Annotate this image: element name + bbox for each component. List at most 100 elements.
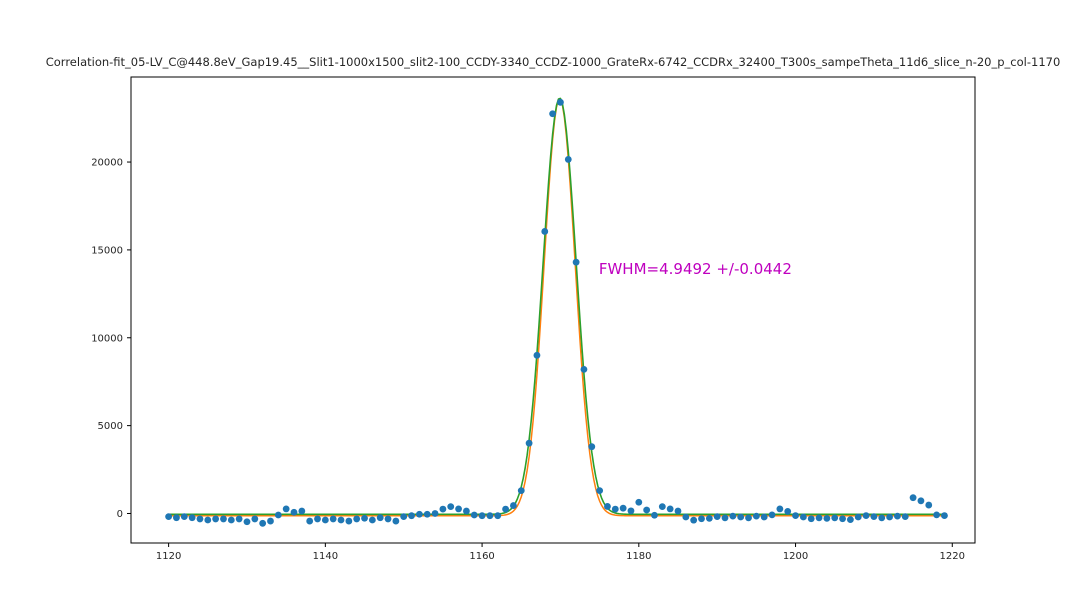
- data-point: [282, 505, 290, 513]
- chart-title: Correlation-fit_05-LV_C@448.8eV_Gap19.45…: [45, 55, 1061, 69]
- data-point: [243, 518, 251, 526]
- data-point: [227, 516, 235, 524]
- data-point: [760, 513, 768, 521]
- data-point: [745, 514, 752, 522]
- data-point: [729, 512, 737, 520]
- data-point: [690, 516, 698, 524]
- data-point: [196, 515, 204, 523]
- data-point: [854, 513, 862, 521]
- data-point: [862, 512, 870, 519]
- data-point: [165, 513, 173, 521]
- data-point: [510, 502, 517, 509]
- data-point: [784, 507, 792, 515]
- data-point: [525, 439, 533, 447]
- data-point: [384, 515, 392, 523]
- data-point: [220, 515, 227, 523]
- y-tick-label: 5000: [98, 421, 123, 432]
- data-point: [400, 513, 408, 521]
- x-tick-label: 1200: [783, 551, 808, 562]
- y-tick-label: 15000: [91, 245, 123, 256]
- data-point: [455, 505, 462, 513]
- data-point: [533, 351, 541, 359]
- data-point: [321, 516, 329, 524]
- axes-spines: [130, 76, 976, 544]
- data-point: [611, 505, 619, 513]
- data-point: [298, 507, 306, 515]
- data-point: [235, 515, 243, 523]
- data-point: [557, 98, 564, 106]
- data-point: [329, 515, 337, 523]
- data-point: [314, 515, 321, 523]
- data-point: [737, 513, 745, 521]
- data-point: [290, 508, 298, 516]
- data-point: [674, 507, 682, 515]
- data-point: [682, 513, 690, 521]
- data-point: [353, 515, 361, 523]
- data-point: [549, 110, 557, 118]
- data-point: [368, 516, 376, 524]
- data-point: [878, 514, 886, 522]
- data-point: [478, 512, 486, 520]
- data-point: [768, 511, 776, 519]
- x-tick-label: 1180: [626, 551, 651, 562]
- data-point: [886, 513, 893, 521]
- data-point: [376, 514, 384, 522]
- data-point: [713, 513, 721, 521]
- data-point: [431, 510, 439, 517]
- data-point: [651, 511, 658, 519]
- data-point: [494, 512, 502, 520]
- data-point: [180, 513, 188, 521]
- y-tick-label: 0: [117, 509, 123, 520]
- data-point: [392, 517, 400, 525]
- data-point: [909, 494, 917, 502]
- x-tick-label: 1160: [469, 551, 494, 562]
- data-point: [666, 505, 674, 513]
- data-point: [251, 515, 259, 523]
- data-point: [517, 487, 525, 495]
- x-tick-label: 1220: [940, 551, 965, 562]
- data-point: [423, 510, 431, 518]
- data-point: [447, 503, 455, 511]
- data-point: [823, 515, 831, 522]
- data-point: [807, 515, 815, 523]
- data-point: [658, 503, 666, 511]
- data-point: [933, 511, 940, 519]
- data-point: [705, 515, 713, 522]
- data-point: [408, 512, 415, 520]
- data-point: [627, 507, 635, 515]
- data-point: [839, 515, 846, 523]
- data-point: [721, 514, 729, 522]
- data-point: [259, 519, 267, 527]
- data-point: [173, 514, 180, 522]
- data-point: [815, 514, 823, 522]
- data-point: [604, 503, 611, 510]
- data-point: [415, 510, 423, 518]
- data-point: [917, 497, 925, 505]
- data-point: [792, 512, 799, 519]
- data-point: [776, 505, 784, 513]
- data-point: [941, 512, 948, 519]
- data-point: [847, 516, 854, 524]
- fwhm-annotation: FWHM=4.9492 +/-0.0442: [599, 260, 792, 278]
- data-point: [470, 511, 478, 519]
- data-point: [541, 228, 549, 235]
- data-point: [588, 443, 596, 451]
- data-point: [204, 516, 212, 524]
- underlay-fit-line: [168, 98, 947, 517]
- data-point: [901, 513, 909, 521]
- data-point: [635, 498, 643, 506]
- data-point: [894, 512, 901, 520]
- data-point: [274, 511, 282, 519]
- data-point: [580, 365, 588, 373]
- data-point: [212, 515, 220, 523]
- data-point: [564, 156, 572, 163]
- data-point: [188, 514, 196, 522]
- data-point: [925, 501, 933, 509]
- data-point: [463, 507, 470, 515]
- data-point: [572, 258, 580, 266]
- y-tick-label: 10000: [91, 333, 123, 344]
- data-point: [486, 512, 494, 520]
- data-point: [596, 487, 604, 495]
